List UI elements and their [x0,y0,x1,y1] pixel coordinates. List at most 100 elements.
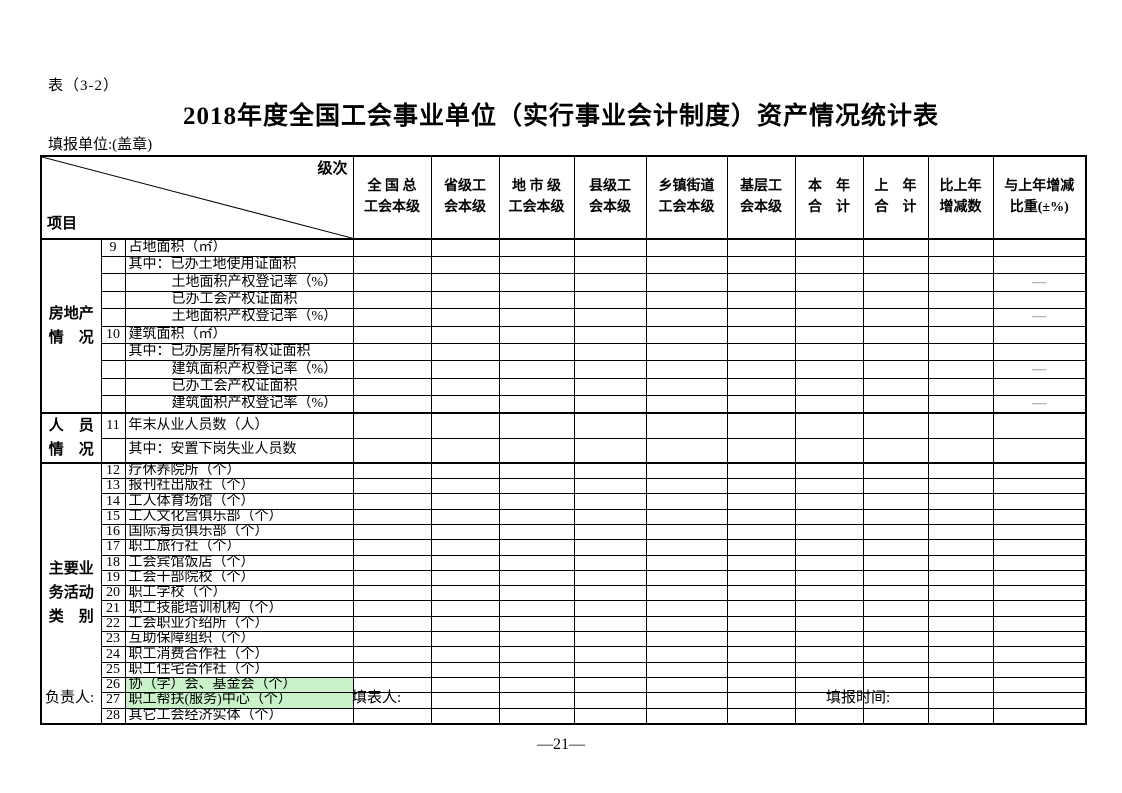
data-cell [992,478,1087,495]
data-cell [794,661,864,678]
data-cell [992,325,1087,345]
data-cell [573,238,647,258]
row-label: 其中：安置下岗失业人员数 [124,437,354,464]
data-cell [927,478,994,495]
data-cell [992,238,1087,258]
data-cell [352,478,432,495]
row-label: 年末从业人员数（人） [124,412,354,439]
data-cell: — [992,395,1087,414]
data-cell [862,600,929,617]
row-number: 20 [100,585,126,602]
table-row: 其中：安置下岗失业人员数 [41,437,1087,464]
data-cell [992,256,1087,275]
data-cell [927,377,994,397]
data-cell [498,256,575,275]
data-cell [726,585,796,602]
reporting-unit-label: 填报单位:(盖章) [48,137,153,153]
data-cell [927,539,994,556]
data-cell [726,508,796,525]
data-cell [573,395,647,414]
data-cell [498,554,575,571]
data-cell [726,437,796,464]
data-cell [992,523,1087,541]
corner-label-item: 项目 [47,216,78,233]
data-cell [430,412,500,439]
data-cell [573,661,647,678]
data-cell [430,343,500,362]
data-cell [992,462,1087,480]
data-cell [794,325,864,345]
row-label: 其中：已办房屋所有权证面积 [124,343,354,362]
data-cell [794,343,864,362]
row-label: 工人体育场馆（个） [124,493,354,510]
data-cell [794,539,864,556]
data-cell [430,238,500,258]
data-cell [352,615,432,633]
data-cell [498,343,575,362]
data-cell [862,325,929,345]
row-number: 28 [100,707,126,725]
row-label: 职工住宅合作社（个） [124,661,354,678]
table-row: 21 职工技能培训机构（个） [41,600,1087,617]
data-cell: — [992,308,1087,327]
data-cell [645,478,728,495]
data-cell [726,256,796,275]
table-row: 18 工会宾馆饭店（个） [41,554,1087,571]
row-number: 27 [100,692,126,709]
data-cell [645,707,728,725]
data-cell [726,493,796,510]
data-cell [992,707,1087,725]
data-cell [927,238,994,258]
data-cell [862,554,929,571]
column-header-8: 上 年 合 计 [862,155,929,241]
table-row: 其中：已办土地使用证面积 [41,256,1087,275]
data-cell [645,539,728,556]
data-cell [573,569,647,587]
data-cell [645,437,728,464]
row-number [100,360,126,379]
data-cell [927,508,994,525]
data-cell [430,508,500,525]
data-cell [645,493,728,510]
data-cell [645,523,728,541]
data-cell [927,615,994,633]
data-cell [927,360,994,379]
data-cell [992,437,1087,464]
data-cell [430,539,500,556]
row-label: 建筑面积产权登记率（%） [124,360,354,379]
data-cell [927,600,994,617]
row-number [100,343,126,362]
row-number: 18 [100,554,126,571]
data-cell [645,508,728,525]
row-number [100,273,126,292]
data-cell [498,707,575,725]
data-cell [352,343,432,362]
data-cell [645,290,728,310]
data-cell [992,539,1087,556]
column-header-6: 基层工 会本级 [726,155,796,241]
data-cell [794,523,864,541]
data-cell [726,646,796,663]
data-cell [573,493,647,510]
data-cell [794,256,864,275]
row-label: 协（学）会、基金会（个） [124,676,354,694]
data-cell [726,273,796,292]
data-cell [430,631,500,648]
row-label: 互助保障组织（个） [124,631,354,648]
data-cell [573,308,647,327]
data-cell [726,360,796,379]
row-group-label: 房地产 情 况 [40,238,102,414]
table-row: 20 职工学校（个） [41,585,1087,602]
data-cell [645,238,728,258]
diagonal-divider [42,157,353,238]
data-cell [726,395,796,414]
data-cell [992,631,1087,648]
data-cell [862,238,929,258]
data-cell [726,707,796,725]
data-cell [862,360,929,379]
row-number: 13 [100,478,126,495]
row-number [100,395,126,414]
data-cell [794,600,864,617]
data-cell [645,360,728,379]
